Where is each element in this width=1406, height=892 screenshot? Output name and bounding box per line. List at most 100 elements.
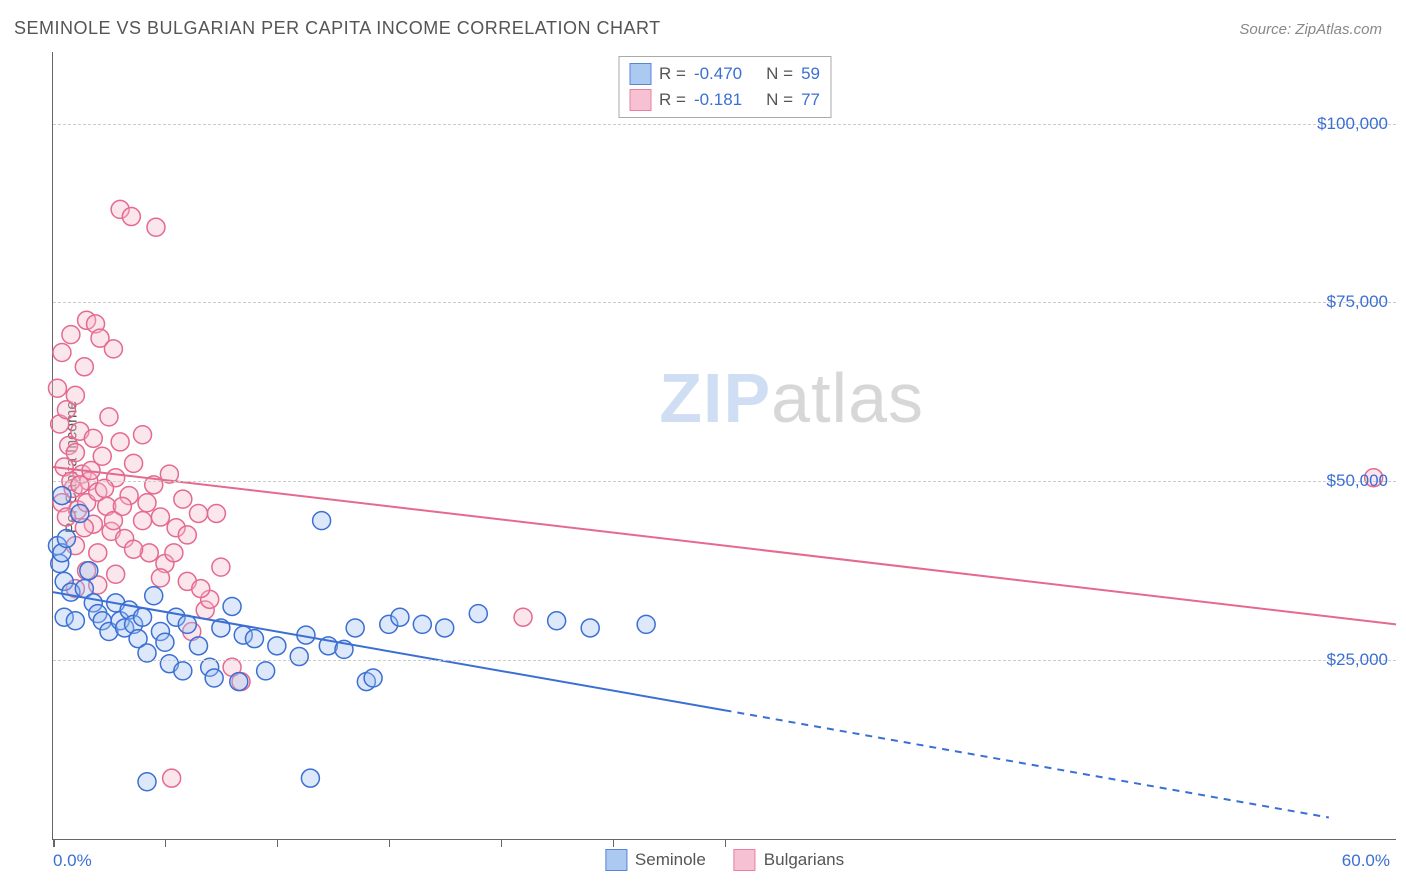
swatch-bulgarians — [629, 89, 651, 111]
data-point-seminole — [134, 608, 152, 626]
gridline — [53, 481, 1396, 482]
chart-source: Source: ZipAtlas.com — [1239, 21, 1382, 38]
series-legend: Seminole Bulgarians — [605, 849, 844, 871]
data-point-seminole — [245, 630, 263, 648]
x-tick — [165, 839, 167, 847]
r-value-seminole: -0.470 — [694, 64, 742, 84]
data-point-bulgarians — [104, 340, 122, 358]
data-point-seminole — [548, 612, 566, 630]
n-label: N = — [766, 64, 793, 84]
x-tick — [501, 839, 503, 847]
data-point-bulgarians — [147, 218, 165, 236]
data-point-bulgarians — [122, 208, 140, 226]
data-point-bulgarians — [151, 508, 169, 526]
data-point-seminole — [80, 562, 98, 580]
chart-header: SEMINOLE VS BULGARIAN PER CAPITA INCOME … — [0, 0, 1406, 47]
x-axis-max-label: 60.0% — [1342, 851, 1390, 871]
legend-item-bulgarians: Bulgarians — [734, 849, 844, 871]
trend-line-dashed-seminole — [725, 710, 1329, 817]
gridline — [53, 124, 1396, 125]
x-tick — [53, 839, 55, 847]
swatch-seminole — [629, 63, 651, 85]
data-point-bulgarians — [53, 343, 71, 361]
gridline — [53, 302, 1396, 303]
data-point-bulgarians — [89, 544, 107, 562]
data-point-seminole — [53, 487, 71, 505]
data-point-seminole — [138, 773, 156, 791]
data-point-bulgarians — [514, 608, 532, 626]
data-point-seminole — [178, 615, 196, 633]
data-point-bulgarians — [84, 429, 102, 447]
swatch-bulgarians — [734, 849, 756, 871]
source-prefix: Source: — [1239, 21, 1295, 38]
legend-item-seminole: Seminole — [605, 849, 706, 871]
data-point-seminole — [469, 605, 487, 623]
r-label: R = — [659, 90, 686, 110]
data-point-bulgarians — [189, 504, 207, 522]
data-point-bulgarians — [140, 544, 158, 562]
r-label: R = — [659, 64, 686, 84]
data-point-seminole — [223, 597, 241, 615]
data-point-bulgarians — [125, 540, 143, 558]
chart-title: SEMINOLE VS BULGARIAN PER CAPITA INCOME … — [14, 18, 661, 39]
data-point-seminole — [189, 637, 207, 655]
data-point-bulgarians — [134, 512, 152, 530]
data-point-seminole — [268, 637, 286, 655]
data-point-bulgarians — [192, 580, 210, 598]
data-point-bulgarians — [107, 565, 125, 583]
y-tick-label: $50,000 — [1327, 471, 1388, 491]
plot-area: ZIPatlas R = -0.470 N = 59 R = -0.181 N … — [52, 52, 1396, 840]
data-point-seminole — [413, 615, 431, 633]
trend-line-bulgarians — [53, 467, 1396, 624]
swatch-seminole — [605, 849, 627, 871]
data-point-seminole — [364, 669, 382, 687]
data-point-seminole — [230, 673, 248, 691]
data-point-bulgarians — [62, 326, 80, 344]
gridline — [53, 660, 1396, 661]
data-point-seminole — [346, 619, 364, 637]
data-point-seminole — [71, 504, 89, 522]
data-point-seminole — [301, 769, 319, 787]
data-point-seminole — [66, 612, 84, 630]
x-tick — [389, 839, 391, 847]
y-tick-label: $75,000 — [1327, 292, 1388, 312]
correlation-row-seminole: R = -0.470 N = 59 — [629, 61, 820, 87]
data-point-bulgarians — [113, 497, 131, 515]
data-point-bulgarians — [178, 526, 196, 544]
r-value-bulgarians: -0.181 — [694, 90, 742, 110]
data-point-bulgarians — [134, 426, 152, 444]
x-axis-min-label: 0.0% — [53, 851, 92, 871]
legend-label-seminole: Seminole — [635, 850, 706, 870]
data-point-bulgarians — [125, 454, 143, 472]
x-tick — [725, 839, 727, 847]
data-point-seminole — [257, 662, 275, 680]
data-point-seminole — [156, 633, 174, 651]
data-point-bulgarians — [48, 379, 66, 397]
data-point-bulgarians — [66, 444, 84, 462]
data-point-seminole — [313, 512, 331, 530]
plot-svg — [53, 52, 1396, 839]
data-point-bulgarians — [66, 386, 84, 404]
data-point-seminole — [57, 530, 75, 548]
data-point-bulgarians — [207, 504, 225, 522]
n-label: N = — [766, 90, 793, 110]
chart-container: Per Capita Income ZIPatlas R = -0.470 N … — [14, 52, 1396, 882]
data-point-seminole — [436, 619, 454, 637]
y-tick-label: $25,000 — [1327, 650, 1388, 670]
data-point-seminole — [290, 648, 308, 666]
y-tick-label: $100,000 — [1317, 114, 1388, 134]
data-point-bulgarians — [165, 544, 183, 562]
data-point-seminole — [205, 669, 223, 687]
data-point-seminole — [637, 615, 655, 633]
x-tick — [613, 839, 615, 847]
data-point-bulgarians — [163, 769, 181, 787]
data-point-bulgarians — [212, 558, 230, 576]
n-value-bulgarians: 77 — [801, 90, 820, 110]
data-point-bulgarians — [75, 358, 93, 376]
data-point-seminole — [581, 619, 599, 637]
data-point-bulgarians — [138, 494, 156, 512]
data-point-seminole — [145, 587, 163, 605]
data-point-bulgarians — [100, 408, 118, 426]
data-point-bulgarians — [174, 490, 192, 508]
correlation-legend: R = -0.470 N = 59 R = -0.181 N = 77 — [618, 56, 831, 118]
